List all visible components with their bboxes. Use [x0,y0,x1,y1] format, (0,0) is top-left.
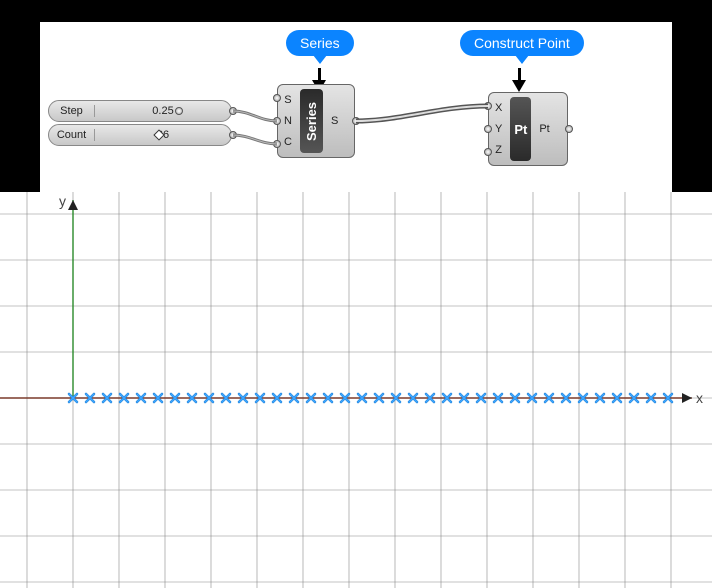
port-series-n-in[interactable] [273,117,281,125]
series-in-c[interactable]: C [280,134,296,150]
point-out-pt[interactable]: Pt [535,121,553,137]
series-outputs: S [325,85,344,157]
slider-count-track[interactable]: 36 [95,125,231,145]
port-point-pt-out[interactable] [565,125,573,133]
port-point-x-in[interactable] [484,102,492,110]
callout-point-text: Construct Point [474,35,570,51]
point-outputs: Pt [533,93,555,165]
port-point-z-in[interactable] [484,148,492,156]
slider-step[interactable]: Step 0.25 [48,100,232,122]
arrow-point [512,80,526,92]
point-center: Pt [510,97,531,161]
port-series-c-in[interactable] [273,140,281,148]
slider-step-track[interactable]: 0.25 [95,101,231,121]
slider-step-value: 0.25 [152,105,173,117]
slider-step-label: Step [49,105,95,117]
series-in-s[interactable]: S [280,92,296,108]
slider-count-label: Count [49,129,95,141]
series-in-n[interactable]: N [280,113,296,129]
port-count-out[interactable] [229,131,237,139]
callout-construct-point: Construct Point [460,30,584,56]
port-series-s-in[interactable] [273,94,281,102]
point-in-y[interactable]: Y [491,121,506,137]
svg-text:y: y [59,193,66,209]
viewport-3d[interactable]: xy [0,192,712,588]
series-out-s[interactable]: S [327,113,342,129]
port-point-y-in[interactable] [484,125,492,133]
series-center: Series [300,89,323,153]
point-in-x[interactable]: X [491,100,506,116]
port-series-s-out[interactable] [352,117,360,125]
component-series[interactable]: S N C Series S [277,84,355,158]
node-editor-panel: Series Construct Point Step 0.25 Count 3… [40,22,672,192]
slider-step-thumb[interactable] [175,107,183,115]
svg-text:x: x [696,390,703,406]
port-step-out[interactable] [229,107,237,115]
component-point[interactable]: X Y Z Pt Pt [488,92,568,166]
viewport-svg: xy [0,192,712,588]
point-in-z[interactable]: Z [491,142,506,158]
callout-series-text: Series [300,35,340,51]
slider-count[interactable]: Count 36 [48,124,232,146]
callout-series: Series [286,30,354,56]
